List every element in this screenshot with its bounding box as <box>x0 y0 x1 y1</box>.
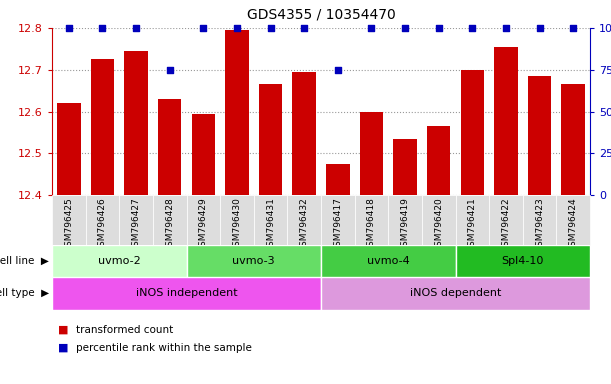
Point <box>98 25 108 31</box>
Bar <box>52 195 86 245</box>
Bar <box>557 195 590 245</box>
Text: Spl4-10: Spl4-10 <box>502 256 544 266</box>
Bar <box>52 245 186 277</box>
Bar <box>52 277 321 310</box>
Point <box>400 25 410 31</box>
Text: uvmo-4: uvmo-4 <box>367 256 409 266</box>
Text: GSM796430: GSM796430 <box>232 197 241 252</box>
Bar <box>321 195 354 245</box>
Text: percentile rank within the sample: percentile rank within the sample <box>76 343 252 353</box>
Text: GSM796432: GSM796432 <box>299 197 309 252</box>
Point <box>434 25 444 31</box>
Text: GSM796422: GSM796422 <box>502 197 510 252</box>
Point <box>165 67 175 73</box>
Bar <box>254 195 287 245</box>
Bar <box>124 51 148 195</box>
Text: uvmo-2: uvmo-2 <box>98 256 141 266</box>
Bar <box>388 195 422 245</box>
Bar <box>57 103 81 195</box>
Text: ■: ■ <box>58 325 68 335</box>
Point <box>333 67 343 73</box>
Bar <box>158 99 181 195</box>
Bar <box>90 59 114 195</box>
Bar <box>562 84 585 195</box>
Text: ■: ■ <box>58 343 68 353</box>
Point <box>535 25 544 31</box>
Text: GSM796420: GSM796420 <box>434 197 443 252</box>
Point <box>568 25 578 31</box>
Bar <box>191 114 215 195</box>
Bar <box>153 195 186 245</box>
Text: GSM796431: GSM796431 <box>266 197 275 252</box>
Bar <box>321 277 590 310</box>
Bar <box>220 195 254 245</box>
Text: transformed count: transformed count <box>76 325 174 335</box>
Bar <box>489 195 523 245</box>
Bar <box>354 195 388 245</box>
Text: GSM796419: GSM796419 <box>401 197 409 252</box>
Text: GSM796417: GSM796417 <box>334 197 342 252</box>
Bar <box>427 126 450 195</box>
Text: uvmo-3: uvmo-3 <box>232 256 275 266</box>
Point <box>131 25 141 31</box>
Bar <box>186 245 321 277</box>
Text: GSM796428: GSM796428 <box>165 197 174 252</box>
Text: iNOS independent: iNOS independent <box>136 288 237 298</box>
Text: GDS4355 / 10354470: GDS4355 / 10354470 <box>247 8 395 22</box>
Bar <box>293 72 316 195</box>
Point <box>501 25 511 31</box>
Point <box>467 25 477 31</box>
Bar <box>326 164 349 195</box>
Text: GSM796418: GSM796418 <box>367 197 376 252</box>
Text: GSM796424: GSM796424 <box>569 197 577 252</box>
Text: GSM796423: GSM796423 <box>535 197 544 252</box>
Bar <box>422 195 455 245</box>
Point <box>199 25 208 31</box>
Bar <box>321 245 455 277</box>
Bar <box>287 195 321 245</box>
Point <box>232 25 242 31</box>
Bar <box>528 76 551 195</box>
Bar <box>461 70 484 195</box>
Bar <box>455 245 590 277</box>
Bar <box>186 195 220 245</box>
Text: GSM796421: GSM796421 <box>468 197 477 252</box>
Point <box>367 25 376 31</box>
Text: iNOS dependent: iNOS dependent <box>410 288 501 298</box>
Point <box>266 25 276 31</box>
Point <box>299 25 309 31</box>
Text: cell type  ▶: cell type ▶ <box>0 288 49 298</box>
Text: GSM796426: GSM796426 <box>98 197 107 252</box>
Bar <box>393 139 417 195</box>
Bar <box>225 30 249 195</box>
Bar <box>86 195 119 245</box>
Bar <box>259 84 282 195</box>
Text: GSM796425: GSM796425 <box>64 197 73 252</box>
Bar <box>119 195 153 245</box>
Bar <box>523 195 557 245</box>
Text: GSM796429: GSM796429 <box>199 197 208 252</box>
Bar <box>494 47 518 195</box>
Point <box>64 25 74 31</box>
Text: GSM796427: GSM796427 <box>131 197 141 252</box>
Text: cell line  ▶: cell line ▶ <box>0 256 49 266</box>
Bar <box>455 195 489 245</box>
Bar <box>360 111 383 195</box>
